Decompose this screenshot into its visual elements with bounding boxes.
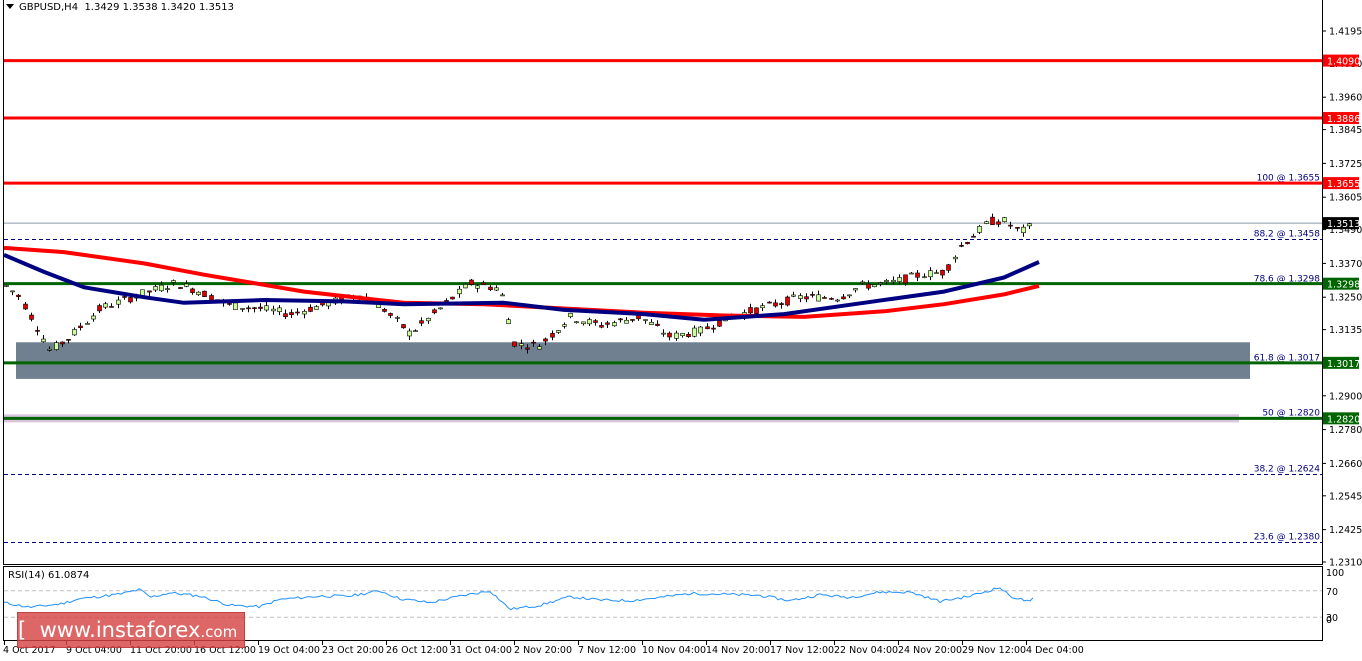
svg-text:11 Oct 20:00: 11 Oct 20:00 (130, 645, 192, 656)
svg-text:1.3017: 1.3017 (1327, 359, 1360, 370)
svg-text:100: 100 (1326, 568, 1344, 579)
svg-text:1.2425: 1.2425 (1329, 525, 1362, 536)
svg-text:30: 30 (1326, 613, 1338, 624)
svg-text:29 Nov 12:00: 29 Nov 12:00 (962, 645, 1026, 656)
svg-text:24 Nov 20:00: 24 Nov 20:00 (898, 645, 962, 656)
time-axis: 4 Oct 2017 9 Oct 04:00 11 Oct 20:00 16 Oct … (3, 640, 1084, 656)
svg-text:100 @ 1.3655: 100 @ 1.3655 (1257, 174, 1320, 184)
svg-text:1.3845: 1.3845 (1329, 125, 1362, 136)
svg-text:1.4090: 1.4090 (1327, 57, 1360, 68)
svg-text:1.2780: 1.2780 (1329, 425, 1362, 436)
svg-text:1.2310: 1.2310 (1329, 558, 1362, 569)
svg-text:23 Oct 20:00: 23 Oct 20:00 (322, 645, 384, 656)
svg-text:70: 70 (1326, 587, 1338, 598)
instaforex-watermark: [ www.instaforex.com ] (17, 612, 252, 648)
svg-text:31 Oct 04:00: 31 Oct 04:00 (450, 645, 512, 656)
svg-text:1.2660: 1.2660 (1329, 459, 1362, 470)
svg-text:9 Oct 04:00: 9 Oct 04:00 (66, 645, 122, 656)
svg-text:1.2545: 1.2545 (1329, 491, 1362, 502)
svg-text:1.3655: 1.3655 (1327, 179, 1360, 190)
dropdown-arrow-icon[interactable] (6, 4, 14, 9)
svg-text:23.6 @ 1.2380: 23.6 @ 1.2380 (1254, 533, 1321, 543)
svg-text:38.2 @ 1.2624: 38.2 @ 1.2624 (1254, 465, 1321, 475)
watermark-suffix: .com (200, 623, 238, 641)
moving-averages (3, 245, 1040, 322)
svg-text:1.3605: 1.3605 (1329, 193, 1362, 204)
svg-text:78.6 @ 1.3298: 78.6 @ 1.3298 (1254, 275, 1321, 285)
svg-text:4 Dec 04:00: 4 Dec 04:00 (1026, 645, 1084, 656)
bracket-open: [ (18, 618, 27, 642)
watermark-text: www.instaforex (39, 618, 201, 642)
svg-text:17 Nov 12:00: 17 Nov 12:00 (770, 645, 834, 656)
price-axis: 1.41951.40801.39601.38451.37251.36051.34… (1322, 27, 1362, 569)
svg-text:1.3960: 1.3960 (1329, 93, 1362, 104)
bracket-close: ] (243, 618, 253, 642)
svg-text:1.3886: 1.3886 (1327, 114, 1360, 125)
rsi-label: RSI(14) 61.0874 (8, 570, 90, 581)
svg-text:50 @ 1.2820: 50 @ 1.2820 (1262, 409, 1320, 419)
svg-text:10 Nov 04:00: 10 Nov 04:00 (642, 645, 706, 656)
svg-text:1.4195: 1.4195 (1329, 27, 1362, 38)
svg-text:16 Oct 12:00: 16 Oct 12:00 (194, 645, 256, 656)
svg-text:1.3490: 1.3490 (1329, 225, 1362, 236)
svg-text:1.3250: 1.3250 (1329, 293, 1362, 304)
ohlc-values: 1.3429 1.3538 1.3420 1.3513 (84, 2, 234, 13)
svg-text:19 Oct 04:00: 19 Oct 04:00 (258, 645, 320, 656)
horizontal-levels: 100 @ 1.3655 88.2 @ 1.3458 78.6 @ 1.3298 61… (4, 59, 1322, 543)
support-zone (4, 342, 1250, 423)
symbol-label: GBPUSD,H4 (19, 2, 79, 13)
svg-text:1.2820: 1.2820 (1327, 414, 1360, 425)
svg-text:88.2 @ 1.3458: 88.2 @ 1.3458 (1254, 230, 1321, 240)
svg-text:22 Nov 04:00: 22 Nov 04:00 (834, 645, 898, 656)
svg-text:1.3725: 1.3725 (1329, 159, 1362, 170)
chart-title: GBPUSD,H4 1.3429 1.3538 1.3420 1.3513 (6, 2, 234, 13)
svg-text:7 Nov 12:00: 7 Nov 12:00 (578, 645, 636, 656)
svg-text:1.3298: 1.3298 (1327, 280, 1360, 291)
svg-text:1.3370: 1.3370 (1329, 259, 1362, 270)
svg-text:4 Oct 2017: 4 Oct 2017 (3, 645, 56, 656)
svg-text:14 Nov 20:00: 14 Nov 20:00 (706, 645, 770, 656)
svg-text:1.2900: 1.2900 (1329, 391, 1362, 402)
svg-text:61.8 @ 1.3017: 61.8 @ 1.3017 (1254, 354, 1320, 364)
svg-text:0: 0 (1326, 615, 1332, 626)
svg-text:26 Oct 12:00: 26 Oct 12:00 (386, 645, 448, 656)
svg-text:1.3135: 1.3135 (1329, 325, 1362, 336)
svg-text:2 Nov 20:00: 2 Nov 20:00 (514, 645, 572, 656)
svg-text:1.3513: 1.3513 (1327, 219, 1360, 230)
